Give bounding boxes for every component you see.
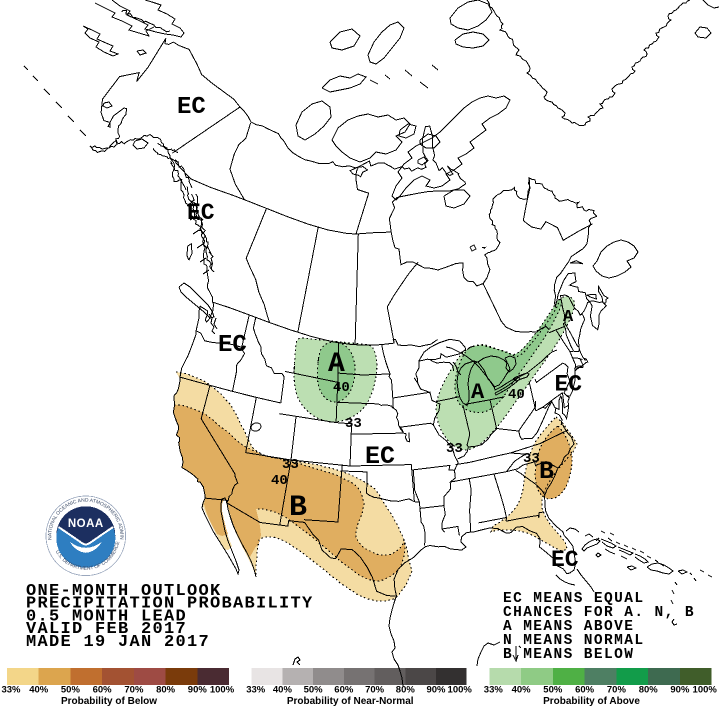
svg-text:33: 33 bbox=[345, 416, 362, 432]
svg-text:70%: 70% bbox=[365, 685, 385, 696]
svg-text:33%: 33% bbox=[1, 685, 21, 696]
svg-text:MADE 19 JAN 2017: MADE 19 JAN 2017 bbox=[26, 633, 210, 652]
svg-text:A MEANS ABOVE: A MEANS ABOVE bbox=[503, 619, 634, 635]
svg-text:80%: 80% bbox=[396, 685, 416, 696]
svg-text:CHANCES FOR A. N, B: CHANCES FOR A. N, B bbox=[503, 605, 695, 621]
svg-text:Probability of Below: Probability of Below bbox=[61, 696, 157, 707]
svg-text:PRECIPITATION PROBABILITY: PRECIPITATION PROBABILITY bbox=[26, 595, 314, 614]
svg-text:EC: EC bbox=[187, 200, 215, 226]
svg-text:A: A bbox=[471, 380, 485, 405]
svg-text:33: 33 bbox=[446, 441, 463, 457]
svg-text:N MEANS NORMAL: N MEANS NORMAL bbox=[503, 633, 644, 649]
svg-text:100%: 100% bbox=[693, 685, 718, 696]
svg-text:EC: EC bbox=[555, 372, 583, 398]
svg-text:90%: 90% bbox=[670, 685, 690, 696]
svg-text:60%: 60% bbox=[334, 685, 354, 696]
svg-text:70%: 70% bbox=[607, 685, 627, 696]
svg-text:Probability of Above: Probability of Above bbox=[543, 696, 640, 707]
svg-text:EC: EC bbox=[218, 332, 247, 359]
svg-text:0.5 MONTH LEAD: 0.5 MONTH LEAD bbox=[26, 607, 187, 626]
svg-text:40: 40 bbox=[508, 387, 525, 403]
svg-text:40%: 40% bbox=[29, 685, 49, 696]
svg-text:33: 33 bbox=[282, 457, 299, 473]
svg-text:33: 33 bbox=[523, 451, 540, 467]
svg-text:90%: 90% bbox=[426, 685, 446, 696]
svg-text:EC: EC bbox=[177, 94, 206, 121]
svg-text:40%: 40% bbox=[273, 685, 293, 696]
svg-text:B MEANS BELOW: B MEANS BELOW bbox=[503, 647, 634, 663]
svg-text:80%: 80% bbox=[639, 685, 659, 696]
svg-text:50%: 50% bbox=[61, 685, 81, 696]
svg-text:50%: 50% bbox=[304, 685, 324, 696]
svg-text:B: B bbox=[539, 457, 554, 486]
svg-text:60%: 60% bbox=[93, 685, 113, 696]
svg-text:60%: 60% bbox=[575, 685, 595, 696]
svg-text:40%: 40% bbox=[512, 685, 532, 696]
svg-text:80%: 80% bbox=[156, 685, 176, 696]
svg-text:A: A bbox=[563, 308, 574, 327]
svg-text:100%: 100% bbox=[210, 685, 235, 696]
svg-text:B: B bbox=[289, 491, 307, 525]
svg-text:ONE-MONTH OUTLOOK: ONE-MONTH OUTLOOK bbox=[26, 582, 222, 601]
svg-text:90%: 90% bbox=[188, 685, 208, 696]
svg-text:40: 40 bbox=[333, 380, 350, 396]
svg-text:100%: 100% bbox=[448, 685, 473, 696]
svg-text:Probability of Near-Normal: Probability of Near-Normal bbox=[287, 696, 414, 707]
svg-text:EC: EC bbox=[365, 442, 395, 471]
svg-text:A: A bbox=[328, 349, 345, 380]
svg-text:EC: EC bbox=[551, 547, 579, 573]
svg-text:33%: 33% bbox=[246, 685, 266, 696]
svg-text:NOAA: NOAA bbox=[68, 518, 104, 530]
svg-text:VALID FEB 2017: VALID FEB 2017 bbox=[26, 620, 187, 639]
svg-text:EC MEANS EQUAL: EC MEANS EQUAL bbox=[503, 591, 644, 607]
svg-text:50%: 50% bbox=[543, 685, 563, 696]
svg-text:70%: 70% bbox=[124, 685, 144, 696]
svg-text:33%: 33% bbox=[484, 685, 504, 696]
svg-text:40: 40 bbox=[271, 473, 288, 489]
